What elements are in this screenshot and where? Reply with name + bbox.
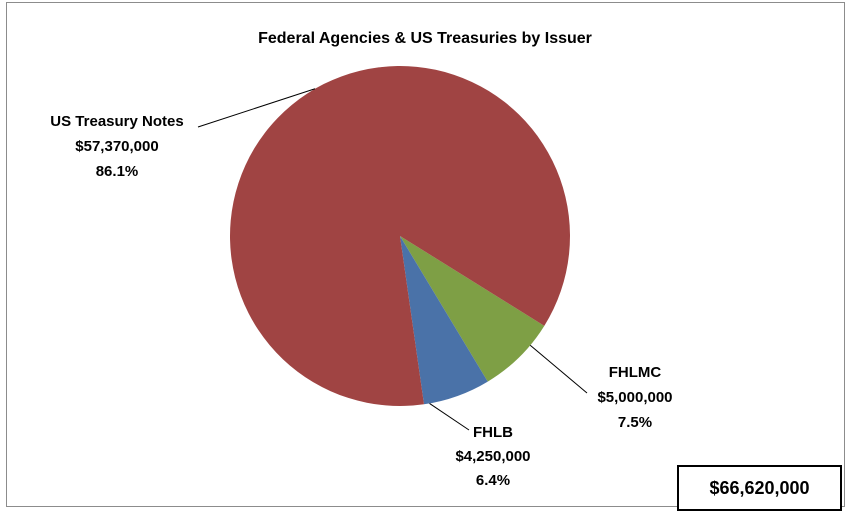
slice-label-name: US Treasury Notes — [50, 113, 183, 130]
leader-line-fhlmc — [529, 344, 588, 394]
pie-slices — [229, 66, 570, 406]
slice-label-name: FHLB — [473, 424, 513, 441]
leader-line-us-treasury-notes — [197, 88, 316, 128]
slice-label-value: $4,250,000 — [455, 448, 530, 465]
leader-lines — [197, 88, 588, 431]
slice-label-percent: 6.4% — [476, 472, 510, 489]
pie-slice-us-treasury-notes — [229, 66, 570, 406]
pie-slice-fhlmc — [400, 236, 545, 382]
data-label-fhlmc: FHLMC $5,000,000 7.5% — [597, 364, 672, 431]
slice-label-value: $5,000,000 — [597, 389, 672, 406]
slice-label-percent: 86.1% — [96, 163, 139, 180]
slice-label-percent: 7.5% — [618, 414, 652, 431]
slice-label-value: $57,370,000 — [75, 138, 158, 155]
chart-title: Federal Agencies & US Treasuries by Issu… — [258, 30, 592, 47]
slice-label-name: FHLMC — [609, 364, 662, 381]
pie-slice-fhlb — [400, 236, 488, 405]
data-label-fhlb: FHLB $4,250,000 6.4% — [455, 424, 530, 489]
total-amount: $66,620,000 — [709, 477, 810, 498]
data-label-us-treasury-notes: US Treasury Notes $57,370,000 86.1% — [50, 113, 183, 180]
total-amount-box: $66,620,000 — [677, 465, 842, 511]
leader-line-fhlb — [429, 403, 470, 431]
